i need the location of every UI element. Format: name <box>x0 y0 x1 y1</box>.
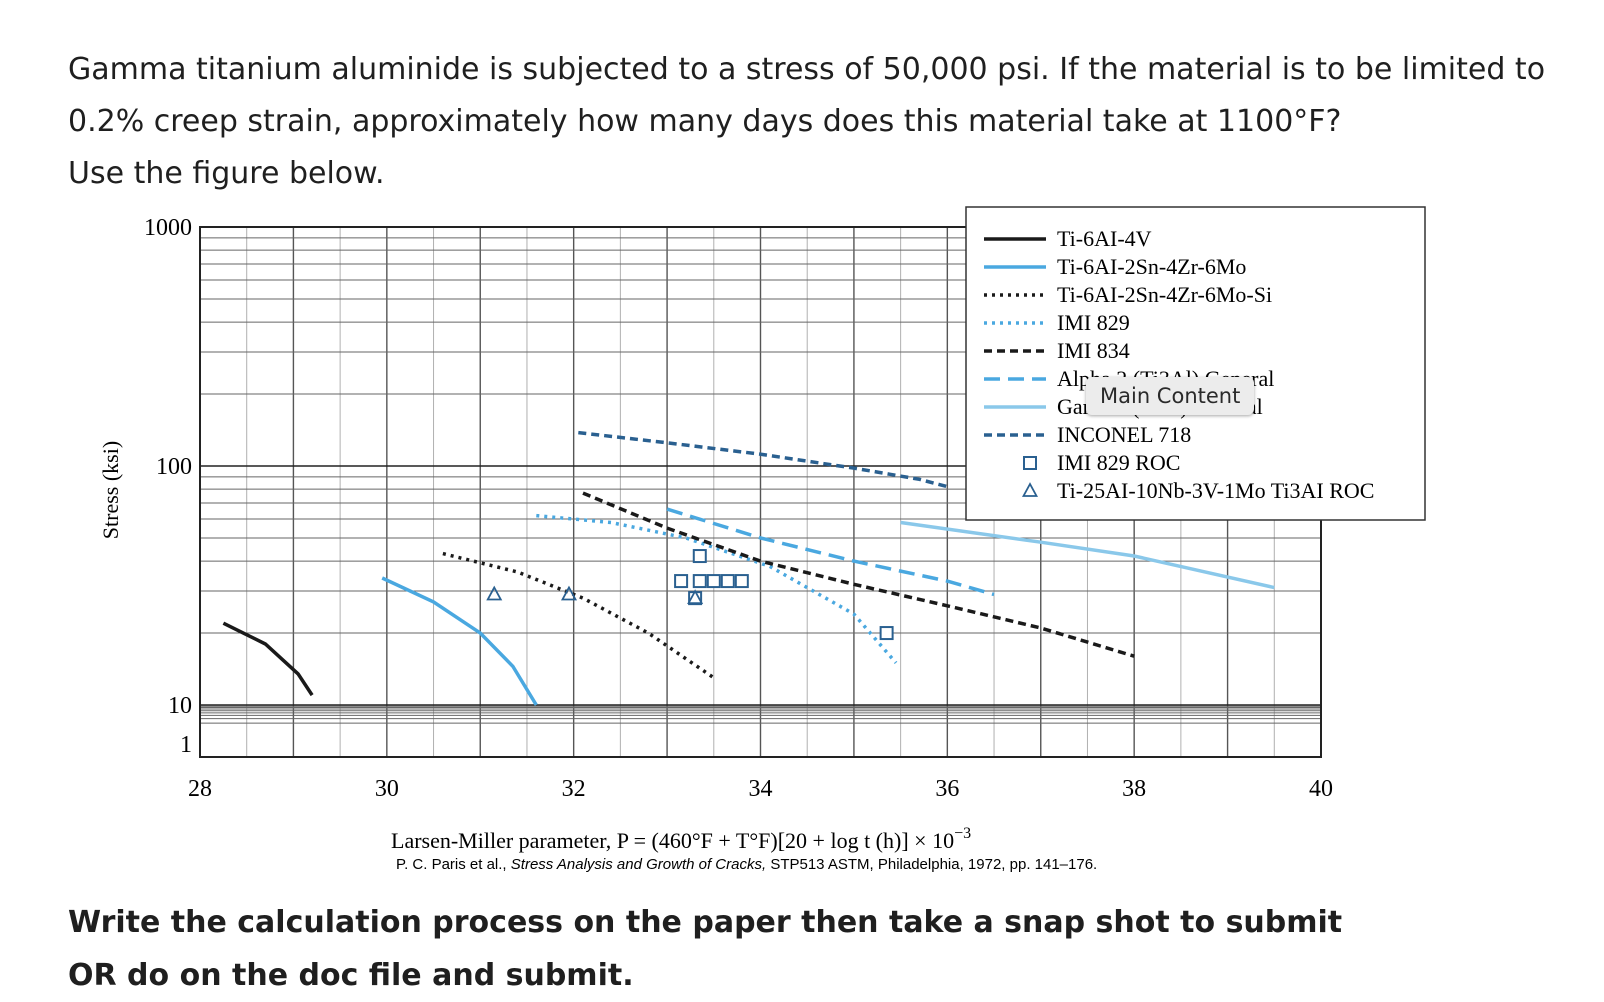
legend-label: Ti-6AI-4V <box>1057 226 1152 251</box>
square-marker <box>1023 456 1037 470</box>
citation-title: Stress Analysis and Growth of Cracks, <box>511 856 766 873</box>
series-line <box>381 576 538 706</box>
x-axis-label-text: Larsen-Miller parameter, P = (460°F + T°… <box>391 828 954 853</box>
legend-label: Ti-6AI-2Sn-4Zr-6Mo-Si <box>1057 282 1272 307</box>
legend-label: Ti-6AI-2Sn-4Zr-6Mo <box>1057 254 1246 279</box>
triangle-marker <box>687 589 704 605</box>
triangle-marker <box>486 585 503 601</box>
chart-citation: P. C. Paris et al., Stress Analysis and … <box>396 856 1097 873</box>
triangle-marker <box>1021 482 1039 497</box>
x-tick-label: 32 <box>562 776 586 802</box>
citation-suffix: STP513 ASTM, Philadelphia, 1972, pp. 141… <box>766 856 1097 873</box>
legend-items: Ti-6AI-4V Ti-6AI-2Sn-4Zr-6Mo Ti-6AI-2Sn-4Z… <box>984 226 1374 503</box>
square-marker <box>692 574 707 589</box>
series-line <box>666 507 995 597</box>
y-tick-label: 1 <box>180 732 192 758</box>
series-group <box>222 430 1275 706</box>
x-tick-label: 36 <box>935 776 959 802</box>
legend-label: IMI 834 <box>1057 338 1130 363</box>
question-line-2: 0.2% creep strain, approximately how man… <box>68 104 1342 139</box>
axis-ticks: 28 30 32 34 36 38 40 1000 100 10 1 <box>144 215 1333 802</box>
legend-label: Ti-25AI-10Nb-3V-1Mo Ti3AI ROC <box>1057 478 1374 503</box>
legend-label: IMI 829 ROC <box>1057 450 1180 475</box>
instruction-line-2: OR do on the doc file and submit. <box>68 958 634 993</box>
x-tick-label: 34 <box>749 776 773 802</box>
square-marker <box>706 574 721 589</box>
series-line <box>222 621 314 697</box>
x-axis-label: Larsen-Miller parameter, P = (460°F + T°… <box>391 825 971 853</box>
creep-chart: 28 30 32 34 36 38 40 1000 100 10 1 Stress (ksi) La… <box>98 206 1426 873</box>
x-tick-label: 38 <box>1122 776 1146 802</box>
chart-legend: Ti-6AI-4V Ti-6AI-2Sn-4Zr-6Mo Ti-6AI-2Sn-4Z… <box>965 206 1426 521</box>
x-axis-label-exponent: −3 <box>954 825 971 842</box>
triangle-marker <box>560 585 578 601</box>
y-tick-label: 1000 <box>144 215 192 241</box>
instruction-line-1: Write the calculation process on the pap… <box>68 905 1343 940</box>
y-tick-label: 10 <box>168 693 192 719</box>
x-tick-label: 40 <box>1309 776 1333 802</box>
legend-box <box>965 206 1426 521</box>
square-marker <box>720 574 735 589</box>
series-line <box>578 430 948 489</box>
square-marker <box>734 574 749 589</box>
series-line <box>442 551 715 680</box>
series-line <box>900 520 1275 590</box>
square-marker <box>692 549 707 564</box>
series-line <box>582 491 1135 658</box>
x-tick-label: 30 <box>375 776 399 802</box>
y-axis-label: Stress (ksi) <box>98 441 123 539</box>
citation-prefix: P. C. Paris et al., <box>396 856 511 873</box>
x-tick-label: 28 <box>188 776 212 802</box>
legend-label: INCONEL 718 <box>1057 422 1191 447</box>
question-line-3: Use the figure below. <box>68 156 385 191</box>
square-marker <box>879 626 894 641</box>
legend-label: IMI 829 <box>1057 310 1130 335</box>
markers-group <box>486 549 894 641</box>
y-tick-label: 100 <box>156 454 192 480</box>
main-content-tooltip: Main Content <box>1086 377 1255 415</box>
square-marker <box>674 574 689 589</box>
question-line-1: Gamma titanium aluminide is subjected to… <box>68 52 1546 87</box>
